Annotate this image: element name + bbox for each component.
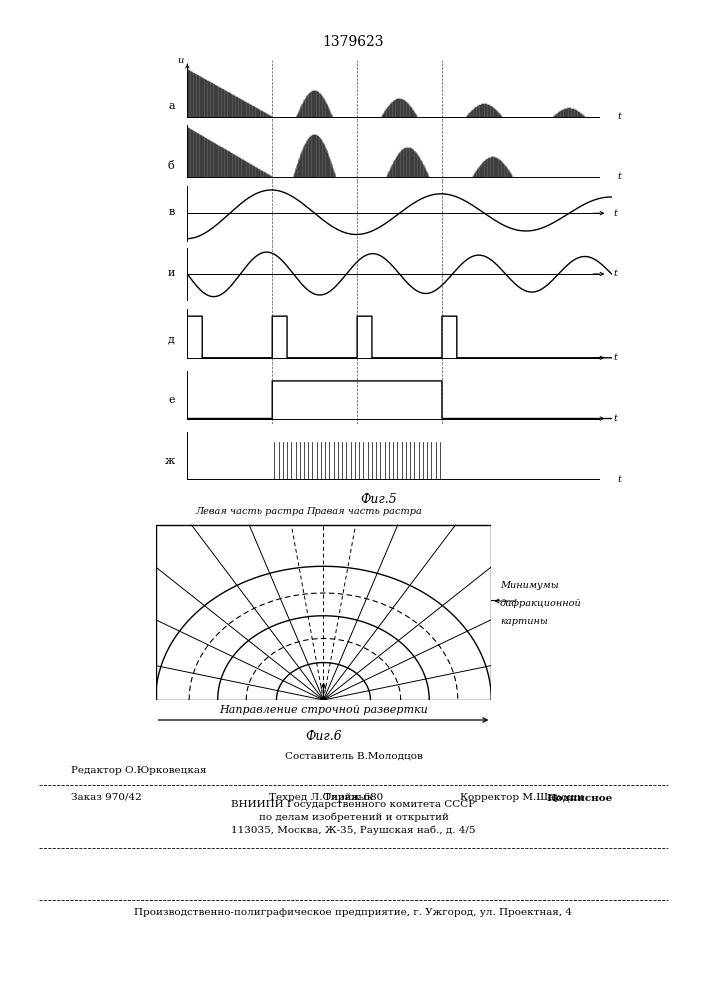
Text: u: u	[177, 56, 183, 65]
Text: Заказ 970/42: Заказ 970/42	[71, 793, 141, 802]
Text: t: t	[614, 209, 617, 218]
Text: по делам изобретений и открытий: по делам изобретений и открытий	[259, 813, 448, 822]
Text: е: е	[168, 395, 175, 405]
Text: t: t	[614, 414, 617, 423]
Text: t: t	[614, 353, 617, 362]
Text: Фиг.6: Фиг.6	[305, 730, 341, 743]
Text: 1379623: 1379623	[323, 35, 384, 49]
Text: 113035, Москва, Ж-35, Раушская наб., д. 4/5: 113035, Москва, Ж-35, Раушская наб., д. …	[231, 826, 476, 835]
Text: и: и	[168, 268, 175, 278]
Text: t: t	[618, 475, 621, 484]
Text: t: t	[618, 112, 621, 121]
Text: картины: картины	[500, 617, 548, 626]
Text: д: д	[168, 334, 175, 344]
Text: t: t	[614, 269, 617, 278]
Text: Тираж 680: Тираж 680	[324, 793, 383, 802]
Text: Направление строчной развертки: Направление строчной развертки	[219, 705, 428, 715]
Text: б: б	[168, 161, 175, 171]
Text: Составитель В.Молодцов: Составитель В.Молодцов	[284, 751, 423, 760]
Text: t: t	[618, 172, 621, 181]
Text: Техред Л.Олийнык: Техред Л.Олийнык	[269, 793, 373, 802]
Text: Правая часть растра: Правая часть растра	[306, 507, 421, 516]
Text: ж: ж	[165, 456, 175, 466]
Text: Подписное: Подписное	[547, 793, 613, 802]
Text: Фиг.5: Фиг.5	[360, 493, 397, 506]
Text: Левая часть растра: Левая часть растра	[195, 507, 304, 516]
Text: ВНИИПИ Государственного комитета СССР: ВНИИПИ Государственного комитета СССР	[231, 800, 476, 809]
Text: в: в	[168, 207, 175, 217]
Text: Редактор О.Юрковецкая: Редактор О.Юрковецкая	[71, 766, 206, 775]
Text: Корректор М.Шароши: Корректор М.Шароши	[460, 793, 583, 802]
Text: а: а	[168, 101, 175, 111]
Text: дифракционной: дифракционной	[500, 599, 582, 608]
Text: Производственно-полиграфическое предприятие, г. Ужгород, ул. Проектная, 4: Производственно-полиграфическое предприя…	[134, 908, 573, 917]
Text: Минимумы: Минимумы	[500, 581, 559, 590]
